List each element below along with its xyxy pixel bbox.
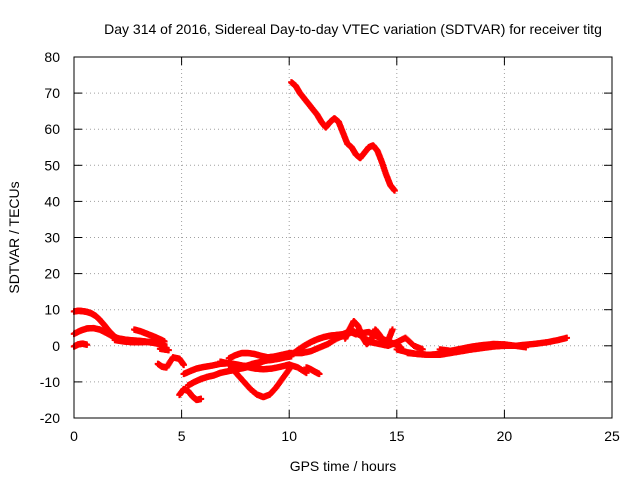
series-arc-u	[156, 345, 172, 354]
series-arc-c	[70, 340, 91, 350]
data-point-marker	[316, 370, 323, 378]
x-tick-label: 15	[389, 428, 405, 444]
y-tick-label: 20	[44, 266, 60, 282]
chart-title: Day 314 of 2016, Sidereal Day-to-day VTE…	[104, 21, 602, 37]
series-arc-g	[176, 385, 205, 404]
data-point-marker	[286, 366, 293, 373]
x-tick-label: 20	[497, 428, 513, 444]
series-arc-t	[303, 364, 323, 378]
series-arc-e	[111, 336, 168, 348]
plot-frame	[73, 56, 613, 419]
data-point-marker	[83, 341, 91, 348]
data-point-marker	[391, 187, 398, 194]
series-arc-f	[154, 354, 187, 371]
x-axis-label: GPS time / hours	[290, 458, 397, 474]
y-tick-label: 80	[44, 49, 60, 65]
data-point-marker	[389, 326, 396, 333]
y-tick-label: 70	[44, 85, 60, 101]
series-arc-k	[227, 364, 293, 401]
y-tick-label: -10	[40, 374, 60, 390]
y-tick-label: 60	[44, 121, 60, 137]
y-tick-labels: -20 -10 0 10 20 30 40 50 60 70 80	[40, 49, 60, 426]
data-point-marker	[522, 344, 530, 351]
y-tick-label: -20	[40, 410, 60, 426]
x-tick-label: 25	[604, 428, 620, 444]
x-tick-label: 10	[281, 428, 297, 444]
data-point-marker	[165, 346, 172, 354]
y-axis-label: SDTVAR / TECUs	[6, 181, 22, 293]
x-tick-labels: 0 5 10 15 20 25	[70, 428, 620, 444]
data-point-marker	[197, 395, 205, 403]
data-series	[70, 79, 571, 404]
x-tick-label: 5	[178, 428, 186, 444]
data-point-marker	[563, 334, 571, 342]
series-arc-r	[436, 340, 530, 355]
y-tick-label: 30	[44, 230, 60, 246]
series-arc-o	[341, 318, 396, 348]
data-point-marker	[180, 361, 187, 369]
y-tick-label: 0	[52, 338, 60, 354]
grid	[74, 57, 612, 418]
y-tick-label: 50	[44, 157, 60, 173]
series-arc-s	[288, 79, 398, 194]
x-tick-label: 0	[70, 428, 78, 444]
y-tick-label: 10	[44, 302, 60, 318]
y-tick-label: 40	[44, 193, 60, 209]
